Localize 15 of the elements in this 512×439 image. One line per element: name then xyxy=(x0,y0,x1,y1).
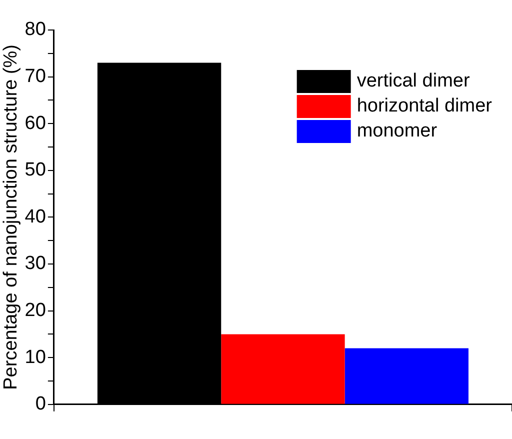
y-tick-label: 80 xyxy=(24,19,46,40)
y-tick-label: 10 xyxy=(24,346,46,368)
y-tick-label: 70 xyxy=(24,66,46,88)
y-tick-label: 30 xyxy=(24,253,46,274)
y-tick-label: 40 xyxy=(24,206,46,228)
bar xyxy=(221,334,345,404)
y-tick-label: 20 xyxy=(24,300,46,322)
y-axis-title: Percentage of nanojunction structure (%) xyxy=(0,44,22,390)
y-tick-label: 0 xyxy=(35,394,46,415)
y-tick-label: 50 xyxy=(24,160,46,181)
legend-label: horizontal dimer xyxy=(356,96,493,117)
legend-label: vertical dimer xyxy=(356,70,470,92)
bar xyxy=(344,348,468,404)
y-tick-label: 60 xyxy=(24,112,46,134)
legend-label: monomer xyxy=(356,120,438,142)
